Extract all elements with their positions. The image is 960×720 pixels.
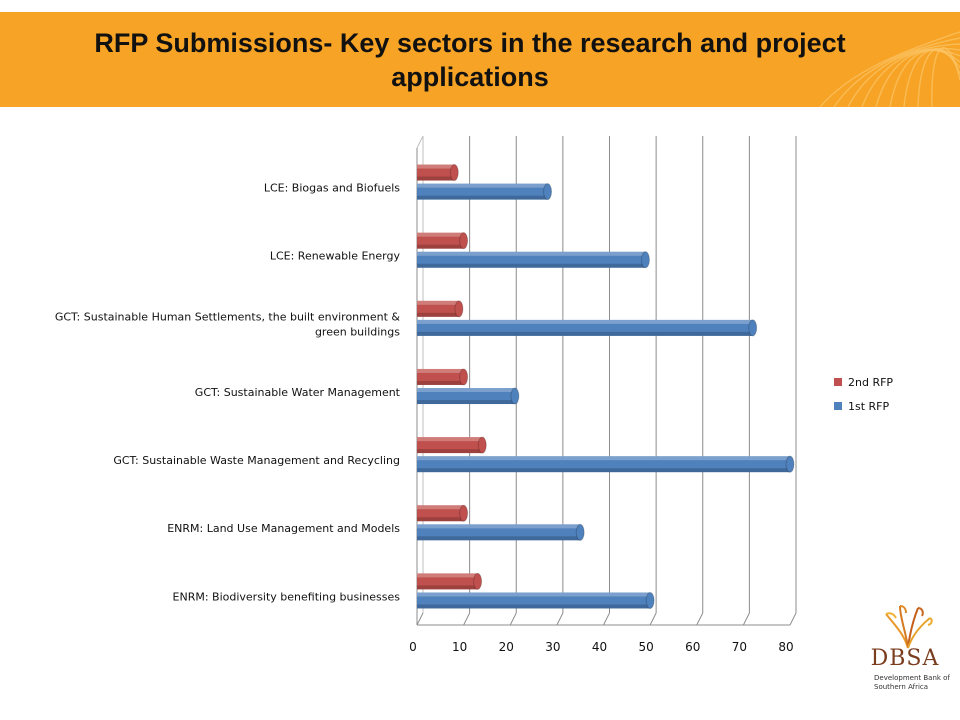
x-tick-label: 10 — [452, 640, 467, 654]
plot-top-corner — [416, 135, 424, 149]
bar-2nd-rfp — [417, 164, 459, 182]
bar-1st-rfp — [417, 251, 650, 269]
logo-name: DBSA — [870, 646, 940, 671]
x-gridline-floor — [509, 612, 517, 626]
plot-floor-corner — [416, 612, 424, 626]
y-category-label: ENRM: Land Use Management and Models — [167, 522, 400, 535]
legend-label: 1st RFP — [848, 400, 890, 413]
bar-1st-rfp — [417, 523, 585, 541]
y-category-label: GCT: Sustainable Water Management — [195, 386, 401, 399]
x-tick-label: 30 — [545, 640, 560, 654]
x-tick-label: 0 — [409, 640, 417, 654]
y-category-label: LCE: Renewable Energy — [270, 250, 401, 263]
x-gridline-floor — [696, 612, 704, 626]
logo-subtitle: Development Bank of Southern Africa — [874, 674, 950, 691]
slide-title: RFP Submissions- Key sectors in the rese… — [94, 28, 846, 92]
x-tick-label: 20 — [499, 640, 514, 654]
banner-swirl-line — [917, 48, 960, 107]
bar-1st-rfp — [417, 183, 553, 201]
x-tick-label: 70 — [732, 640, 747, 654]
bar-2nd-rfp — [417, 436, 487, 454]
bar-1st-rfp — [417, 319, 758, 337]
x-gridline-floor — [603, 612, 610, 626]
bar-1st-rfp — [417, 455, 795, 473]
x-gridline-floor — [463, 612, 471, 626]
dbsa-flame-icon — [885, 605, 933, 649]
y-category-label: ENRM: Biodiversity benefiting businesses — [173, 590, 401, 603]
bar-2nd-rfp — [417, 504, 469, 522]
y-category-label: GCT: Sustainable Waste Management and Re… — [113, 454, 400, 467]
legend-label: 2nd RFP — [848, 376, 893, 389]
banner-swirl-line — [931, 46, 960, 107]
chart-plot-area: 0 10 20 30 40 50 60 70 80 — [409, 135, 797, 654]
bar-1st-rfp — [417, 387, 520, 405]
x-tick-label: 50 — [638, 640, 653, 654]
banner-swirl-line — [875, 49, 960, 107]
dbsa-logo: DBSA Development Bank of Southern Africa — [860, 600, 960, 700]
legend-swatch — [834, 378, 842, 386]
y-category-label: green buildings — [315, 325, 400, 338]
x-gridline-floor — [742, 612, 750, 626]
x-tick-label: 80 — [778, 640, 793, 654]
x-tick-label: 60 — [685, 640, 700, 654]
bar-2nd-rfp — [417, 368, 469, 386]
banner-decoration — [819, 31, 960, 107]
x-gridline-floor — [556, 612, 564, 626]
x-gridline-floor — [789, 612, 797, 626]
y-category-label: GCT: Sustainable Human Settlements, the … — [55, 310, 401, 323]
bar-1st-rfp — [417, 591, 655, 609]
legend-swatch — [834, 402, 842, 410]
y-category-label: LCE: Biogas and Biofuels — [264, 182, 400, 195]
bar-2nd-rfp — [417, 300, 464, 318]
banner-swirl-line — [833, 37, 960, 107]
chart-legend: 2nd RFP 1st RFP — [834, 376, 893, 413]
title-banner: RFP Submissions- Key sectors in the rese… — [0, 12, 960, 107]
bar-2nd-rfp — [417, 232, 469, 250]
banner-swirl-line — [847, 43, 960, 107]
banner-swirl-line — [819, 31, 960, 107]
x-tick-label: 40 — [592, 640, 607, 654]
bar-2nd-rfp — [417, 572, 483, 590]
x-gridline-floor — [649, 612, 657, 626]
